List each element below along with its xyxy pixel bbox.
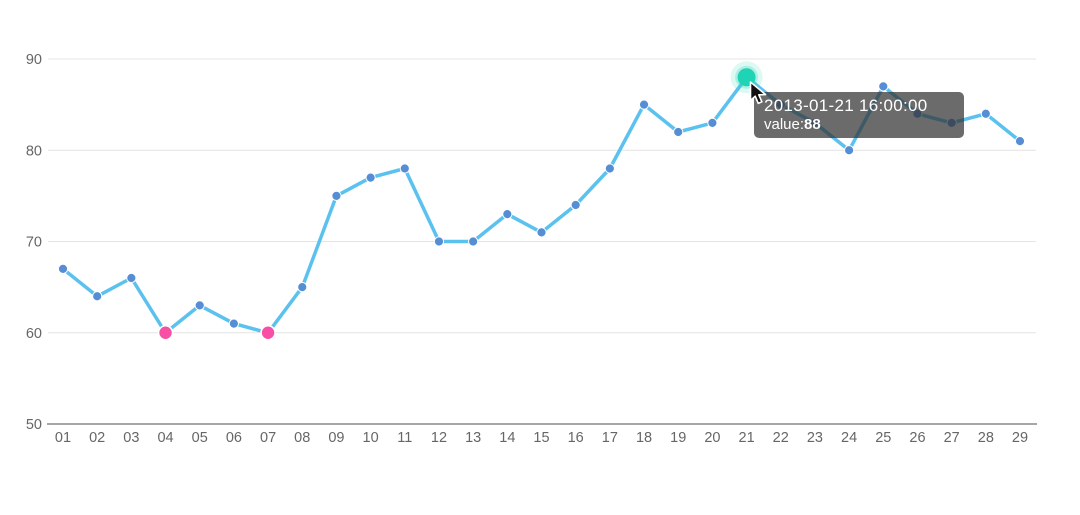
data-point[interactable] [399,163,410,174]
series-line [61,75,1022,335]
data-point[interactable] [844,145,855,156]
data-point[interactable] [468,236,479,247]
x-axis-label: 21 [739,430,755,446]
x-axis-label: 08 [294,430,310,446]
x-axis-label: 27 [944,430,960,446]
x-axis-label: 07 [260,430,276,446]
x-axis-label: 20 [704,430,720,446]
data-point[interactable] [638,99,650,110]
data-point[interactable] [331,190,342,201]
data-point[interactable] [912,108,923,119]
data-point[interactable] [604,163,615,174]
x-axis-label: 10 [363,430,379,446]
x-axis-label: 12 [431,430,447,446]
x-axis-label: 28 [978,430,994,446]
x-axis-label: 19 [670,430,686,446]
data-point[interactable] [673,126,684,138]
data-point[interactable] [878,81,889,92]
y-axis-label: 80 [26,143,42,159]
data-point[interactable] [536,227,547,238]
data-point[interactable] [980,108,991,119]
y-axis-label: 90 [26,52,42,68]
x-axis-label: 05 [192,430,208,446]
y-axis-label: 70 [26,235,42,251]
x-axis-label: 24 [841,430,857,446]
x-axis-label: 15 [533,430,549,446]
x-axis-label: 01 [55,430,71,446]
x-axis-label: 09 [328,430,344,446]
x-axis-label: 17 [602,430,618,446]
data-point[interactable] [433,236,445,247]
x-axis-label: 26 [909,430,925,446]
data-point[interactable] [297,282,308,293]
x-axis-label: 14 [499,430,515,446]
x-axis-label: 29 [1012,430,1028,446]
x-axis-label: 18 [636,430,652,446]
data-point[interactable] [365,172,376,183]
data-point[interactable] [1014,136,1026,147]
data-point[interactable] [502,209,513,220]
x-axis-label: 22 [773,430,789,446]
data-point[interactable] [57,263,69,274]
x-axis-label: 03 [123,430,139,446]
x-axis-label: 23 [807,430,823,446]
min-marker-point[interactable] [157,324,174,341]
y-axis-label: 50 [26,417,42,433]
data-point[interactable] [126,272,137,284]
data-point[interactable] [570,199,581,211]
data-point[interactable] [194,300,205,311]
data-point[interactable] [809,117,821,128]
x-axis-label: 11 [397,430,412,446]
x-axis-label: 25 [875,430,891,446]
x-axis-label: 04 [157,430,173,446]
highlighted-point[interactable] [737,68,756,87]
x-axis-label: 16 [568,430,584,446]
x-axis-label: 13 [465,430,481,446]
x-axis-label: 06 [226,430,242,446]
min-marker-point[interactable] [260,324,276,341]
data-point[interactable] [92,291,103,302]
data-point[interactable] [707,117,718,128]
data-point[interactable] [775,99,786,110]
x-axis-label: 02 [89,430,105,446]
y-axis-label: 60 [26,326,42,342]
data-point[interactable] [946,117,957,128]
data-point[interactable] [228,318,239,329]
